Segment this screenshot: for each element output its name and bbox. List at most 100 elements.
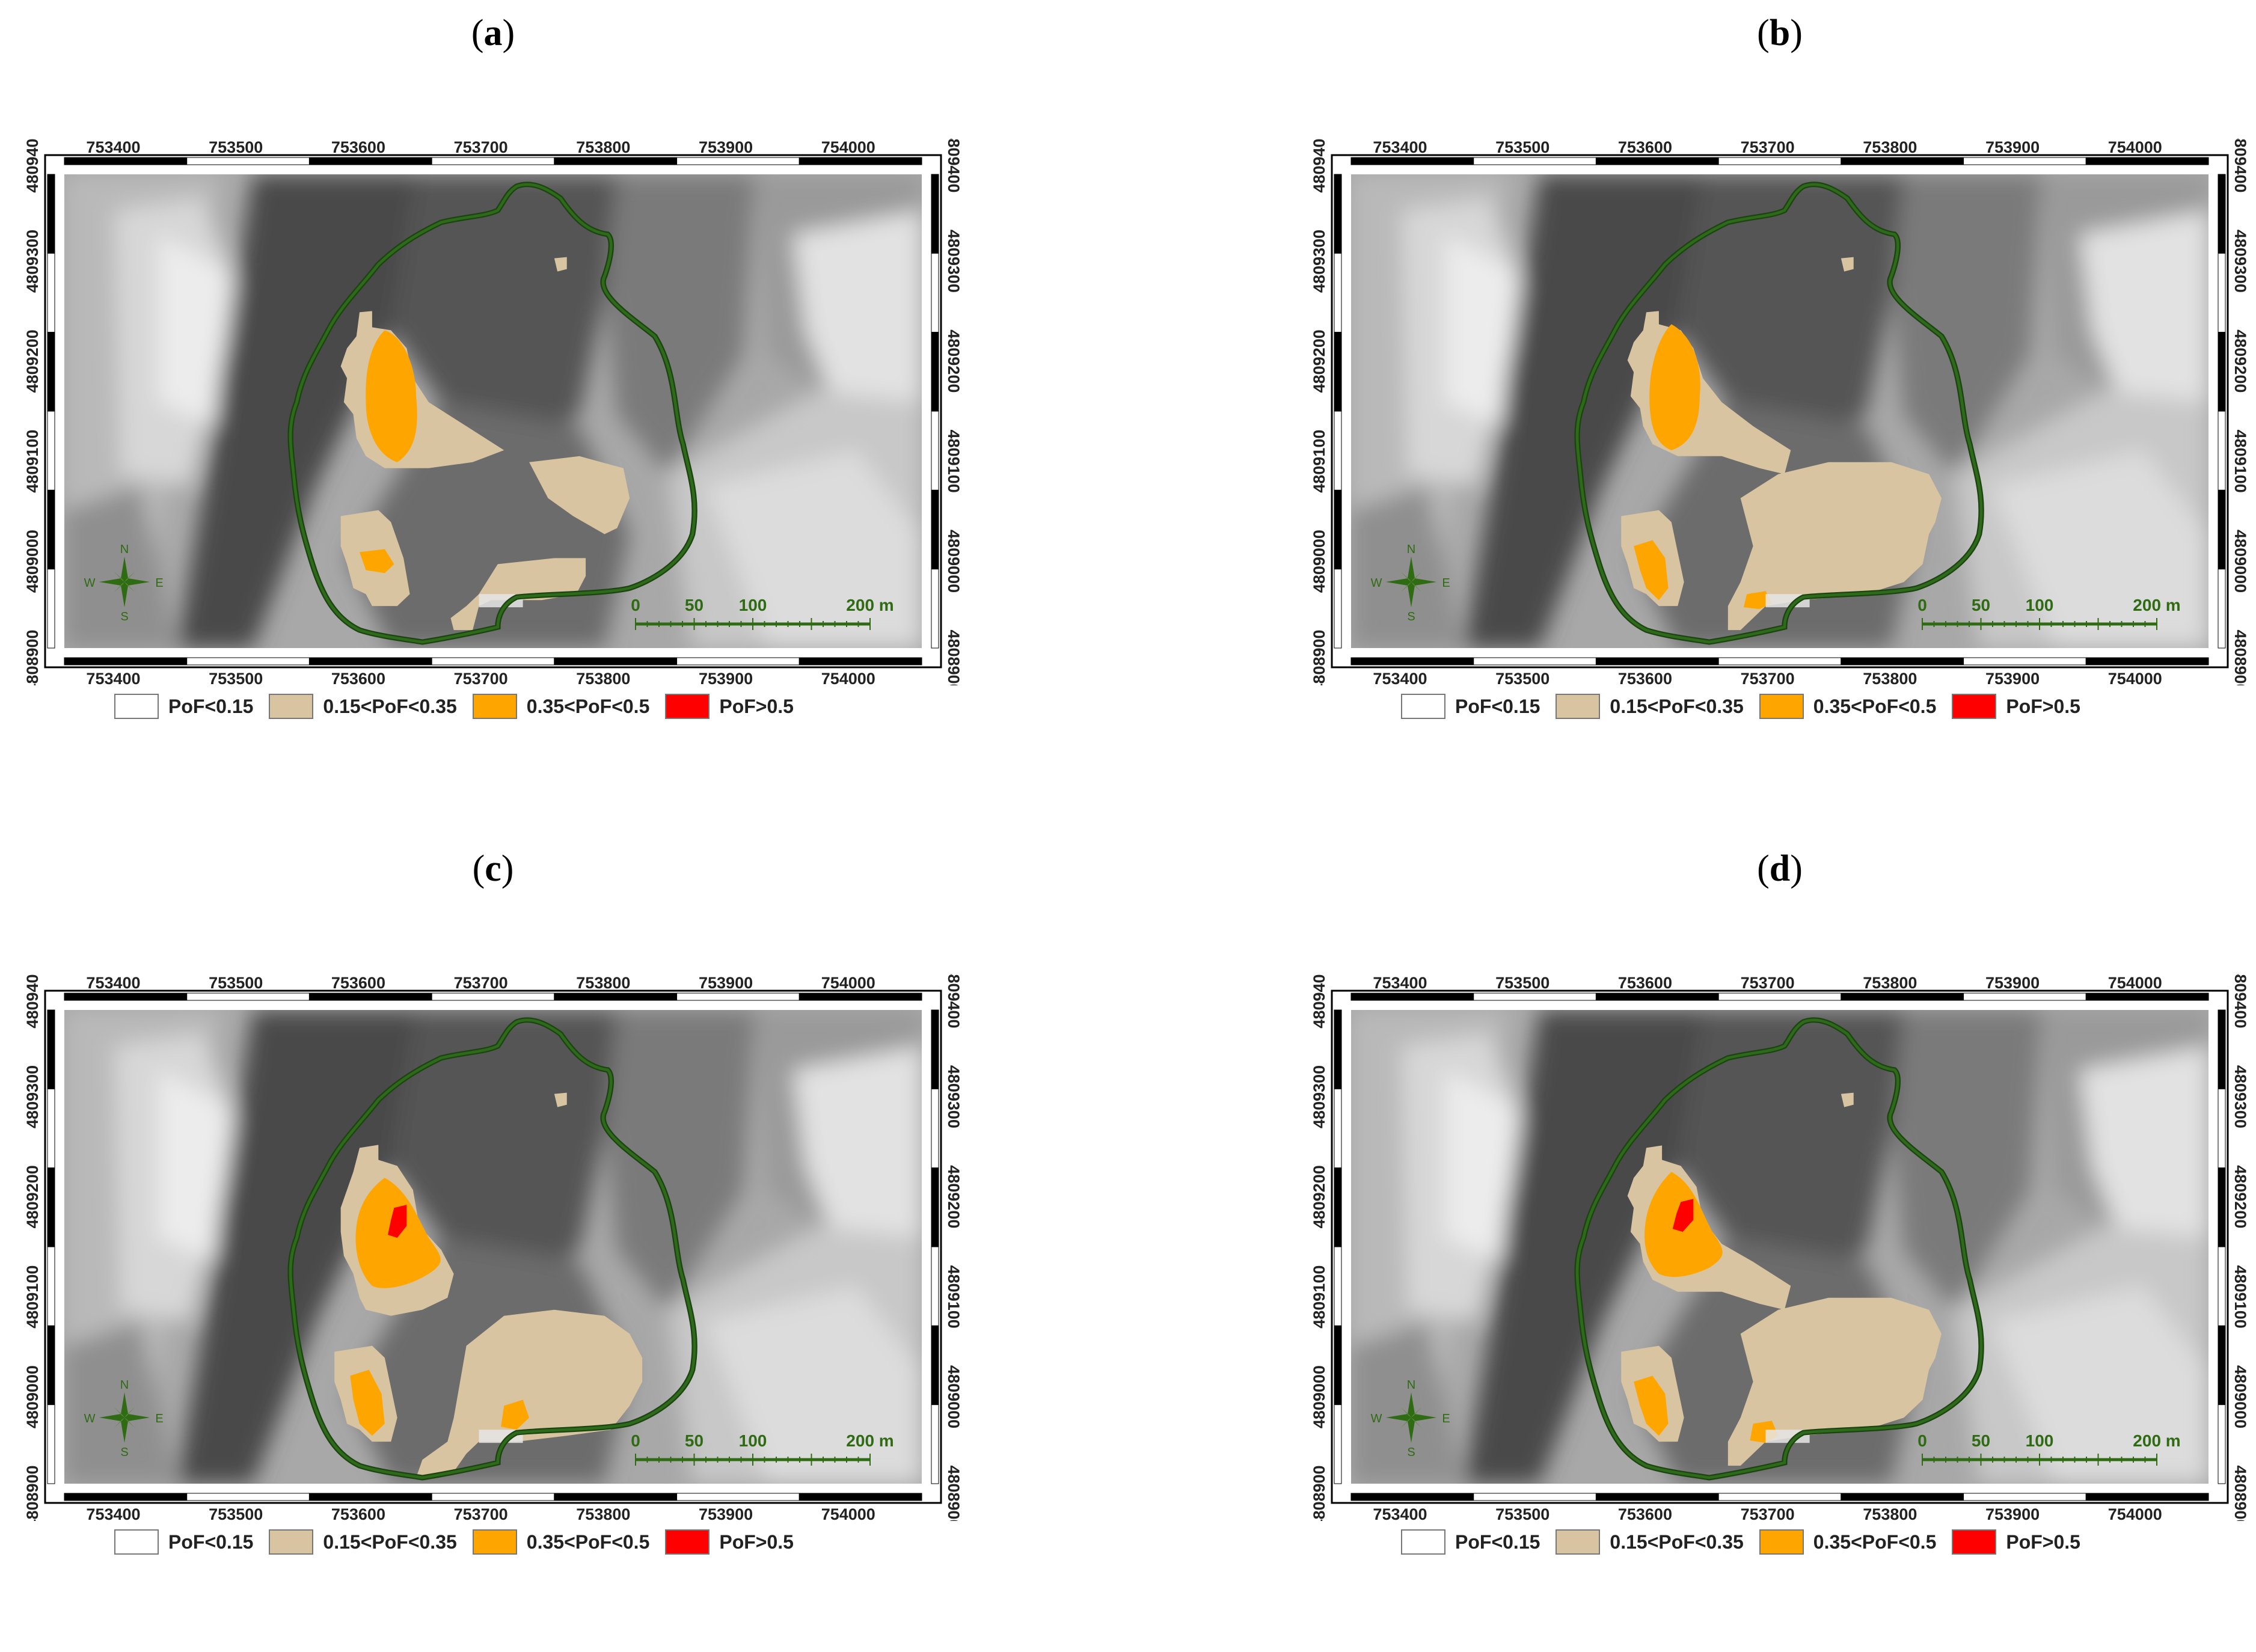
scale-bar-label: 0 (1917, 1431, 1927, 1450)
legend-item: 0.35<PoF<0.5 (1759, 1529, 1937, 1555)
scale-bar-label: 100 (739, 1431, 767, 1450)
legend-item: PoF<0.15 (1401, 1529, 1540, 1555)
x-tick-label-top: 753400 (1373, 974, 1427, 992)
scale-bar-label: 50 (685, 596, 703, 614)
y-tick-label-right: 4809000 (945, 530, 962, 593)
svg-text:S: S (120, 1446, 128, 1459)
pof-zones (340, 257, 630, 631)
svg-text:W: W (1371, 1412, 1382, 1425)
map-frame: 753400 753400 753500 753500 753600 753600 7537… (1311, 138, 2249, 685)
y-tick-label-right: 4809300 (2231, 230, 2249, 293)
x-tick-label-top: 754000 (2108, 138, 2162, 156)
legend: PoF<0.15 0.15<PoF<0.35 0.35<PoF<0.5 PoF>0.5 (114, 688, 872, 724)
y-tick-label-left: 4809100 (1311, 1265, 1328, 1329)
y-tick-label-right: 4809100 (2231, 430, 2249, 493)
x-tick-label-bottom: 754000 (821, 670, 875, 685)
y-tick-label-left: 4809200 (24, 1165, 41, 1228)
x-tick-label-top: 753700 (1741, 138, 1795, 156)
legend: PoF<0.15 0.15<PoF<0.35 0.35<PoF<0.5 PoF>0.5 (114, 1524, 872, 1560)
scale-bar-label: 0 (631, 596, 640, 614)
pof-zone-low (529, 456, 630, 534)
y-tick-label-left: 4809200 (1311, 329, 1328, 393)
legend-swatch (472, 694, 517, 719)
y-tick-label-left: 4809000 (1311, 530, 1328, 593)
y-tick-label-left: 4809200 (1311, 1165, 1328, 1228)
x-tick-label-top: 753900 (699, 138, 753, 156)
pof-zone-low (554, 257, 567, 272)
north-arrow-compass-icon: N S W E (1371, 1378, 1450, 1459)
x-tick-label-bottom: 753600 (1618, 1505, 1672, 1521)
y-tick-label-right: 4809300 (945, 230, 962, 293)
legend-swatch (1952, 1529, 1997, 1555)
y-tick-label-right: 4809400 (2231, 138, 2249, 193)
legend-swatch (1401, 694, 1445, 719)
pof-zone-low (1841, 257, 1854, 272)
x-tick-label-top: 754000 (821, 138, 875, 156)
x-tick-label-bottom: 753500 (209, 670, 263, 685)
x-tick-label-top: 753800 (576, 138, 630, 156)
legend-item: 0.35<PoF<0.5 (472, 1529, 649, 1555)
legend-swatch (114, 1529, 159, 1555)
x-tick-label-top: 753500 (209, 138, 263, 156)
x-tick-label-top: 753900 (699, 974, 753, 992)
x-tick-label-top: 753600 (1618, 138, 1672, 156)
y-tick-label-right: 4809000 (945, 1365, 962, 1428)
pof-zone-mid (1634, 1375, 1669, 1436)
legend-label: 0.15<PoF<0.35 (323, 1531, 457, 1553)
y-tick-label-left: 4809100 (24, 430, 41, 493)
legend-label: PoF>0.5 (719, 695, 794, 717)
svg-text:N: N (120, 543, 129, 556)
north-arrow-compass-icon: N S W E (1371, 543, 1450, 623)
panel-label: (a) (471, 13, 515, 54)
y-tick-label-right: 4809100 (945, 430, 962, 493)
legend-label: 0.35<PoF<0.5 (1813, 1531, 1937, 1553)
x-tick-label-bottom: 753900 (699, 670, 753, 685)
y-tick-label-right: 4809200 (2231, 329, 2249, 393)
x-tick-label-bottom: 753400 (1373, 1505, 1427, 1521)
legend-label: PoF>0.5 (2006, 695, 2080, 717)
y-tick-label-left: 4809400 (24, 974, 41, 1029)
svg-text:W: W (84, 1412, 96, 1425)
pof-zone-low (450, 558, 586, 631)
map-panel-d: (d) 753400 753400 753500 753500 753600 753600… (1311, 848, 2249, 1635)
pof-zone-mid (1649, 324, 1700, 450)
study-area-boundary (1574, 1017, 1984, 1481)
legend-swatch (1556, 1529, 1601, 1555)
y-tick-label-right: 4808900 (2231, 1465, 2249, 1521)
y-tick-label-left: 4809400 (1311, 974, 1328, 1029)
pof-zone-high (388, 1205, 407, 1238)
study-area-boundary (1574, 182, 1984, 645)
svg-text:W: W (1371, 577, 1382, 590)
legend-item: PoF>0.5 (665, 694, 794, 719)
pof-zone-mid (366, 330, 417, 462)
svg-text:E: E (155, 577, 163, 590)
legend-label: PoF<0.15 (1455, 695, 1540, 717)
legend-label: PoF<0.15 (168, 695, 254, 717)
y-tick-label-left: 4809300 (24, 1065, 41, 1128)
pof-zone-low (416, 1309, 643, 1478)
x-tick-label-top: 753700 (454, 138, 508, 156)
legend-item: PoF<0.15 (114, 694, 253, 719)
pof-zone-low (554, 1092, 567, 1107)
x-tick-label-bottom: 754000 (2108, 1505, 2162, 1521)
scale-bar: 0 50 100 200 m (631, 1431, 894, 1466)
map-panel-c: (c) 753400 753400 753500 753500 753600 753600… (24, 848, 962, 1635)
y-tick-label-left: 4809000 (24, 1365, 41, 1428)
svg-text:E: E (1442, 577, 1450, 590)
legend-item: 0.15<PoF<0.35 (1556, 694, 1744, 719)
x-tick-label-top: 753400 (86, 138, 140, 156)
y-tick-label-left: 4808900 (24, 629, 41, 685)
y-tick-label-left: 4809000 (24, 530, 41, 593)
map-panel-b: (b) 753400 753400 753500 753500 753600 753600… (1311, 12, 2249, 800)
pof-zone-low (1841, 1092, 1854, 1107)
y-tick-label-left: 4809300 (1311, 230, 1328, 293)
x-tick-label-top: 753800 (576, 974, 630, 992)
legend-label: PoF<0.15 (1455, 1531, 1540, 1553)
svg-text:N: N (1407, 543, 1415, 556)
y-tick-label-right: 4809000 (2231, 530, 2249, 593)
legend: PoF<0.15 0.15<PoF<0.35 0.35<PoF<0.5 PoF>0.5 (1401, 688, 2159, 724)
svg-text:N: N (120, 1378, 129, 1392)
x-tick-label-top: 753800 (1863, 138, 1917, 156)
scale-bar-label: 100 (739, 596, 767, 614)
study-area-boundary (287, 1017, 697, 1481)
